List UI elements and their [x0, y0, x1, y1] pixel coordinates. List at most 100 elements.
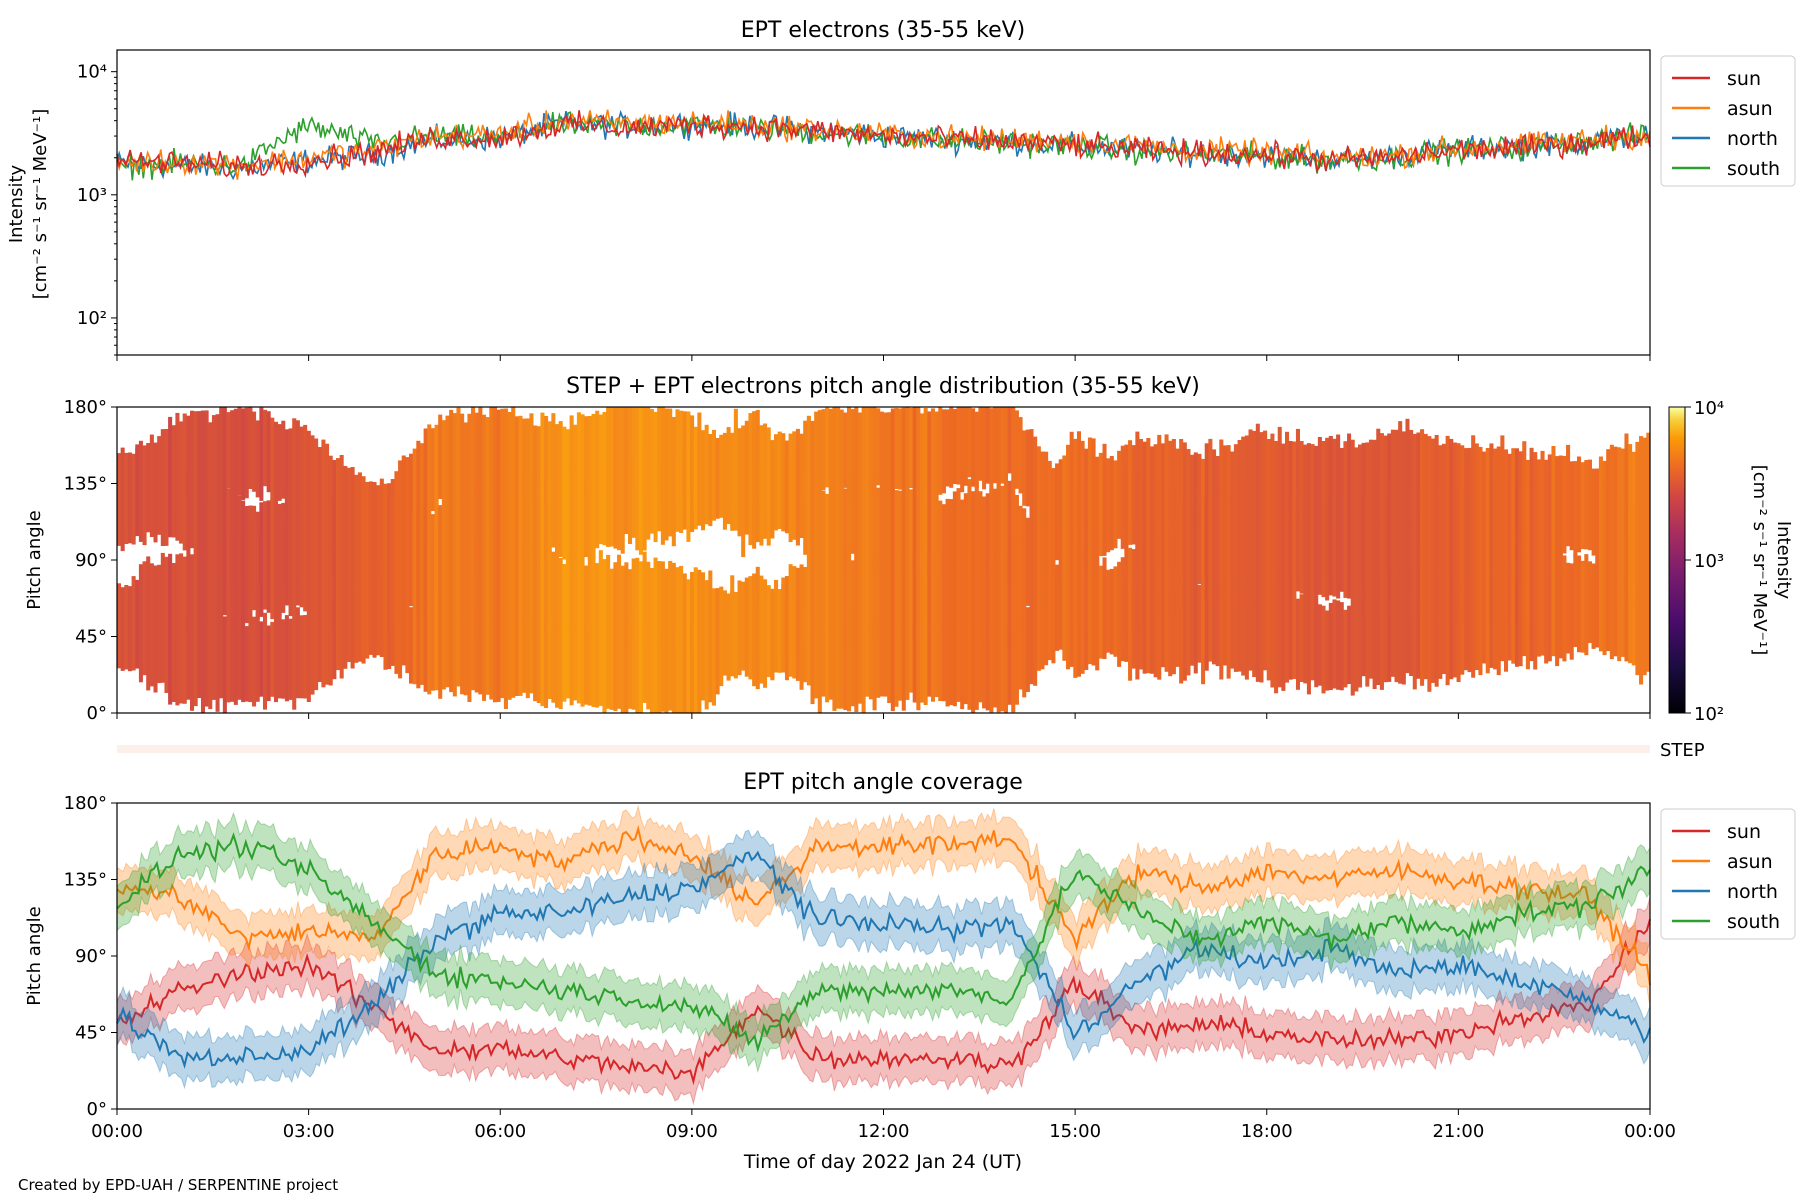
- heat-cell-asun: [1014, 410, 1019, 489]
- heat-cell-asun: [1241, 436, 1246, 527]
- heat-cell-south: [770, 594, 775, 681]
- heat-cell-asun: [416, 440, 421, 526]
- heat-cell-asun: [1361, 442, 1366, 519]
- heat-cell-north: [398, 545, 403, 625]
- heat-cell-south: [726, 593, 731, 678]
- heat-cell-sun: [215, 545, 220, 636]
- heat-cell-north: [774, 434, 779, 522]
- heat-cell-sun: [854, 613, 859, 712]
- heat-cell-sun: [562, 620, 567, 702]
- heat-cell-asun: [438, 414, 443, 499]
- heat-cell-asun: [1325, 437, 1330, 520]
- heat-cell-sun: [1365, 600, 1370, 687]
- heat-cell-sun: [467, 611, 472, 702]
- heat-cell-south: [803, 567, 808, 643]
- heat-cell-south: [1087, 437, 1092, 524]
- heat-cell-south: [215, 414, 220, 498]
- heat-cell-south: [1018, 539, 1023, 627]
- heat-cell-north: [237, 611, 242, 700]
- heat-cell-south: [949, 548, 954, 634]
- heat-cell-north: [314, 608, 319, 691]
- heat-cell-north: [310, 605, 315, 695]
- heat-cell-north: [1124, 548, 1129, 635]
- heat-cell-north: [905, 484, 910, 574]
- heat-cell-south: [1310, 496, 1315, 587]
- heat-cell-north: [646, 459, 651, 540]
- heat-cell-north: [1058, 573, 1063, 650]
- heat-cell-sun: [430, 609, 435, 691]
- step-label: STEP: [1660, 740, 1705, 761]
- colorbar-units: [cm⁻² s⁻¹ sr⁻¹ MeV⁻¹]: [1749, 465, 1770, 656]
- heat-cell-sun: [1427, 597, 1432, 692]
- heat-cell-north: [336, 595, 341, 671]
- heat-cell-south: [733, 592, 738, 679]
- heat-cell-south: [233, 408, 238, 491]
- heat-cell-sun: [182, 556, 187, 646]
- heat-cell-south: [657, 561, 662, 650]
- heat-cell-sun: [1471, 602, 1476, 678]
- heat-cell-asun: [949, 407, 954, 488]
- heat-cell-south: [1569, 475, 1574, 551]
- heat-cell-asun: [434, 424, 439, 505]
- heat-cell-asun: [920, 413, 925, 493]
- heat-cell-sun: [1193, 591, 1198, 674]
- heat-cell-asun: [1642, 529, 1647, 616]
- heat-cell-sun: [960, 614, 965, 710]
- heat-cell-sun: [1354, 601, 1359, 692]
- heat-cell-south: [1485, 480, 1490, 573]
- heat-cell-south: [1390, 486, 1395, 569]
- heat-cell-south: [284, 429, 289, 512]
- heat-cell-south: [463, 530, 468, 616]
- heat-cell-south: [1306, 494, 1311, 575]
- heat-cell-south: [1493, 483, 1498, 562]
- heat-cell-sun: [1343, 609, 1348, 688]
- heat-cell-south: [711, 588, 716, 671]
- heat-cell-south: [226, 412, 231, 489]
- heat-cell-asun: [1409, 429, 1414, 516]
- heat-cell-north: [529, 483, 534, 562]
- heat-cell-south: [825, 560, 830, 636]
- heat-cell-south: [638, 561, 643, 650]
- heat-cell-sun: [985, 624, 990, 711]
- heat-cell-south: [963, 562, 968, 639]
- heat-cell-north: [857, 474, 862, 561]
- y-tick-label: 135°: [64, 870, 107, 891]
- heat-cell-south: [1281, 491, 1286, 572]
- heat-cell-south: [788, 564, 793, 656]
- heat-cell-south: [865, 555, 870, 639]
- heat-cell-sun: [503, 617, 508, 709]
- legend-box: [1660, 808, 1796, 940]
- heat-cell-sun: [941, 619, 946, 702]
- heat-cell-south: [1182, 500, 1187, 576]
- heat-cell-south: [511, 549, 516, 630]
- heat-cell-north: [843, 488, 848, 573]
- heat-cell-south: [1456, 496, 1461, 579]
- heat-cell-north: [598, 468, 603, 545]
- heat-cell-north: [1157, 533, 1162, 619]
- heat-cell-asun: [613, 407, 618, 498]
- heat-cell-sun: [905, 613, 910, 700]
- heat-cell-asun: [996, 407, 1001, 494]
- heat-cell-south: [1336, 502, 1341, 589]
- heat-cell-north: [175, 608, 180, 706]
- heat-cell-south: [1639, 436, 1644, 517]
- heat-cell-north: [555, 477, 560, 566]
- heat-cell-sun: [540, 618, 545, 707]
- heat-cell-asun: [1139, 439, 1144, 518]
- heat-cell-south: [1387, 493, 1392, 572]
- heat-cell-sun: [1274, 594, 1279, 694]
- heat-cell-sun: [690, 626, 695, 713]
- heat-cell-north: [1504, 543, 1509, 620]
- heat-cell-north: [920, 489, 925, 581]
- heat-cell-south: [1197, 493, 1202, 584]
- heat-cell-south: [1270, 486, 1275, 564]
- heat-cell-south: [810, 560, 815, 639]
- heat-cell-sun: [1642, 485, 1647, 569]
- heat-cell-north: [303, 615, 308, 699]
- heat-cell-south: [1277, 491, 1282, 589]
- heat-cell-south: [631, 558, 636, 640]
- heat-cell-north: [1547, 550, 1552, 642]
- heat-cell-asun: [233, 490, 238, 590]
- heat-cell-north: [1051, 552, 1056, 641]
- heat-cell-sun: [660, 634, 665, 712]
